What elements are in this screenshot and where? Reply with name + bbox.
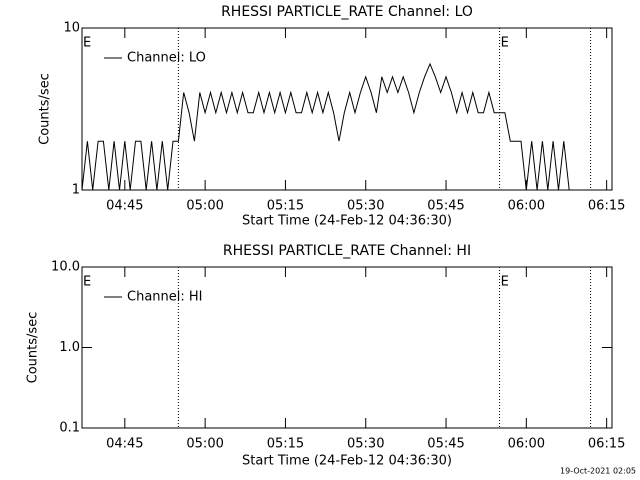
x-tick-label: 06:00 — [508, 437, 545, 452]
data-line — [81, 62, 580, 191]
x-tick-label: 04:45 — [106, 199, 143, 214]
x-tick-label: 05:00 — [186, 437, 223, 452]
x-tick-label: 05:45 — [427, 437, 464, 452]
plot-frame — [81, 27, 613, 191]
event-label: E — [83, 36, 91, 51]
y-axis-label: Counts/sec — [38, 73, 53, 145]
x-tick-label: 04:45 — [106, 437, 143, 452]
chart-title: RHESSI PARTICLE_RATE Channel: LO — [221, 4, 473, 20]
x-tick-label: 05:45 — [427, 199, 464, 214]
x-tick-label: 06:15 — [588, 199, 625, 214]
x-tick-label: 06:00 — [508, 199, 545, 214]
y-axis-label: Counts/sec — [26, 312, 41, 384]
event-label: E — [501, 36, 509, 51]
event-label: E — [83, 275, 91, 290]
x-axis-label: Start Time (24-Feb-12 04:36:30) — [242, 454, 452, 469]
x-tick-label: 05:30 — [347, 199, 384, 214]
timestamp: 19-Oct-2021 02:05 — [560, 467, 636, 476]
event-label: E — [501, 275, 509, 290]
y-tick-label: 0.1 — [59, 421, 80, 436]
y-tick-label: 1 — [72, 183, 80, 198]
x-tick-label: 05:15 — [267, 437, 304, 452]
x-tick-label: 06:15 — [588, 437, 625, 452]
y-tick-label: 10.0 — [51, 260, 80, 275]
y-tick-label: 1.0 — [59, 340, 80, 355]
x-tick-label: 05:30 — [347, 437, 384, 452]
legend-label: Channel: HI — [127, 290, 203, 305]
legend-label: Channel: LO — [127, 51, 206, 66]
x-axis-label: Start Time (24-Feb-12 04:36:30) — [242, 214, 452, 229]
x-tick-label: 05:00 — [186, 199, 223, 214]
chart-title: RHESSI PARTICLE_RATE Channel: HI — [223, 243, 471, 259]
y-tick-label: 10 — [63, 21, 80, 36]
x-tick-label: 05:15 — [267, 199, 304, 214]
